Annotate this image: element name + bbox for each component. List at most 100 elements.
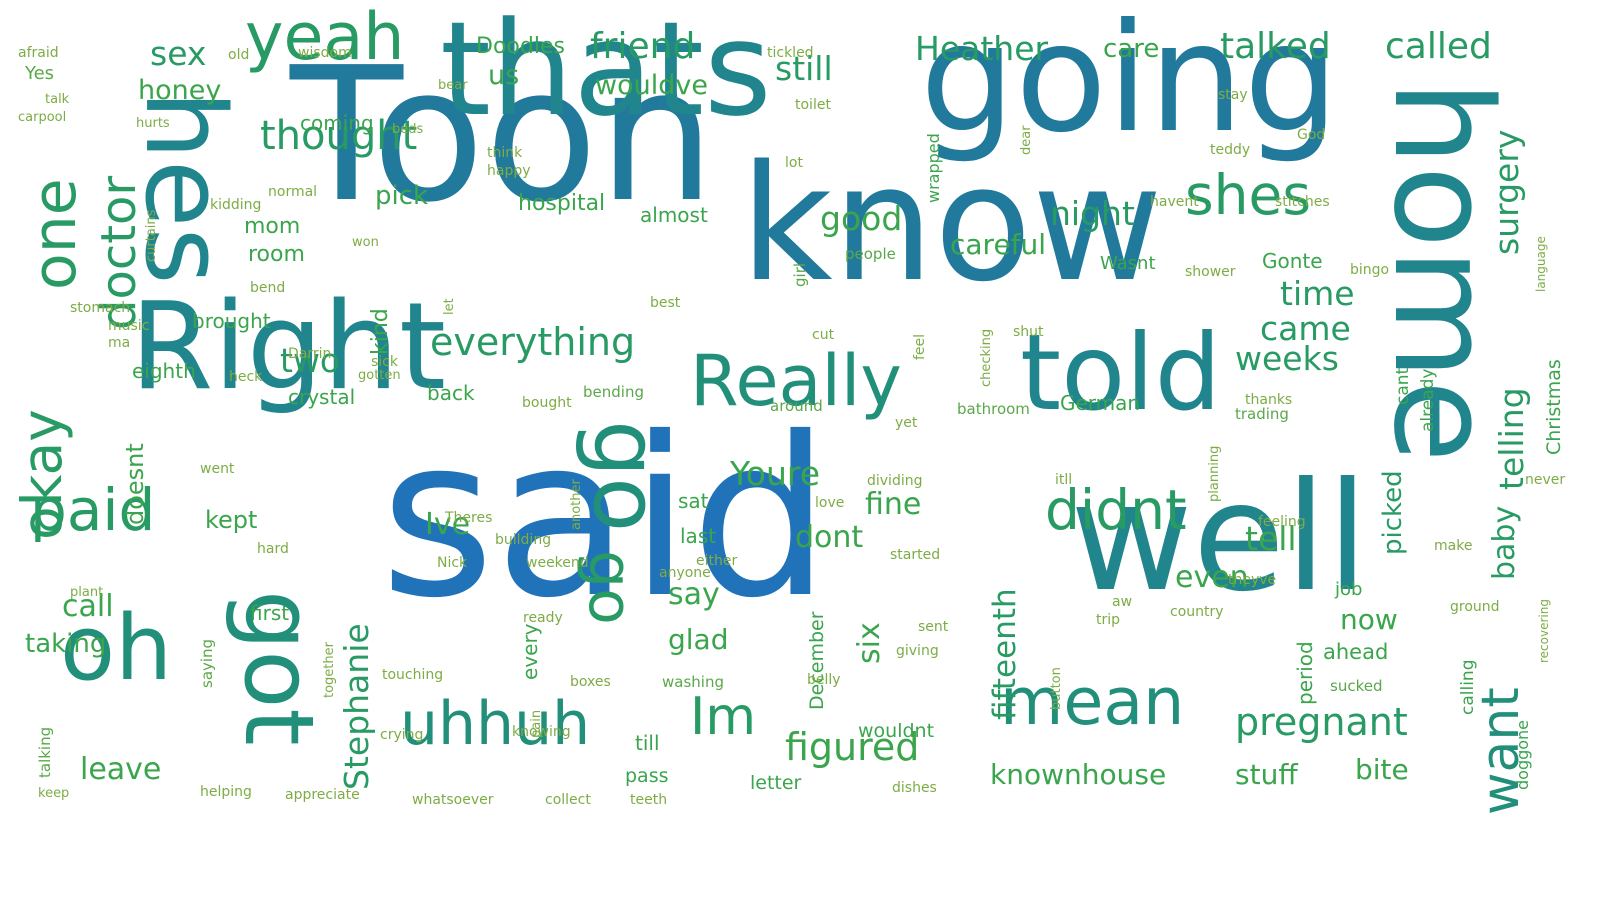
word-wouldnt: wouldnt: [858, 719, 935, 742]
word-normal: normal: [268, 184, 318, 201]
word-collect: collect: [545, 792, 591, 809]
word-plant: plant: [70, 584, 104, 600]
word-good: good: [820, 198, 903, 238]
word-pregnant: pregnant: [1235, 699, 1408, 744]
word-pass: pass: [625, 764, 669, 787]
word-cut: cut: [812, 327, 835, 344]
word-thats: thats: [440, 0, 772, 145]
word-sucked: sucked: [1330, 677, 1383, 696]
word-bear: bear: [438, 77, 468, 93]
word-leave: leave: [80, 751, 162, 787]
word-teeth: teeth: [630, 792, 668, 809]
word-girl: girl: [791, 262, 809, 287]
word-bite: bite: [1355, 753, 1409, 787]
word-dividing: dividing: [867, 473, 923, 490]
word-oh: oh: [60, 595, 173, 701]
word-time: time: [1280, 273, 1355, 313]
word-uhhuh: uhhuh: [400, 689, 591, 759]
word-us: us: [488, 60, 520, 92]
word-kidding: kidding: [210, 197, 262, 214]
word-washing: washing: [662, 673, 724, 692]
word-crystal: crystal: [288, 385, 356, 409]
word-weekend: weekend: [526, 555, 589, 572]
word-feeling: feeling: [1258, 514, 1306, 531]
word-never: never: [1525, 472, 1566, 489]
word-bathroom: bathroom: [957, 400, 1030, 419]
word-job: job: [1335, 578, 1363, 600]
word-stuff: stuff: [1235, 758, 1298, 792]
word-hospital: hospital: [518, 191, 606, 217]
word-ground: ground: [1450, 599, 1500, 616]
word-night: night: [1050, 193, 1135, 233]
word-fifteenth: fifteenth: [987, 588, 1023, 720]
word-doggone: doggone: [1513, 719, 1532, 790]
word-anyone: anyone: [659, 565, 711, 582]
word-theyve: theyve: [1228, 572, 1277, 589]
word-christmas: Christmas: [1543, 359, 1565, 455]
word-doesnt: doesnt: [121, 443, 149, 525]
word-didnt: didnt: [1045, 478, 1187, 543]
word-thought: thought: [260, 113, 418, 159]
word-talk: talk: [45, 91, 70, 107]
word-recovering: recovering: [1537, 599, 1551, 663]
word-building: building: [495, 532, 552, 549]
word-button: button: [1049, 667, 1064, 710]
word-beds: beds: [392, 121, 424, 137]
word-shower: shower: [1185, 264, 1236, 281]
word-room: room: [248, 242, 305, 268]
word-first: first: [250, 601, 290, 625]
word-whatsoever: whatsoever: [412, 792, 494, 809]
word-kept: kept: [205, 505, 258, 534]
word-language: language: [1534, 236, 1548, 292]
word-sent: sent: [918, 619, 949, 636]
word-wisdom: wisdom: [298, 45, 352, 62]
word-yeah: yeah: [245, 0, 405, 75]
word-carpool: carpool: [18, 109, 67, 125]
word-belly: belly: [807, 672, 841, 689]
word-people: people: [845, 245, 896, 264]
word-saying: saying: [198, 638, 216, 688]
word-call: call: [62, 588, 114, 624]
word-think: think: [487, 145, 523, 162]
word-nick: Nick: [437, 555, 468, 572]
word-happy: happy: [487, 163, 531, 180]
word-glad: glad: [668, 623, 729, 657]
word-knowing: knowing: [512, 724, 571, 741]
word-bend: bend: [250, 280, 286, 297]
word-mean: mean: [1000, 664, 1185, 740]
word-really: Really: [690, 339, 902, 422]
word-feel: feel: [912, 333, 928, 360]
word-dishes: dishes: [892, 780, 937, 797]
word-together: together: [322, 642, 337, 698]
word-thanks: thanks: [1245, 392, 1293, 409]
word-wouldve: wouldve: [595, 70, 708, 102]
word-toilet: toilet: [795, 97, 831, 114]
word-ready: ready: [523, 610, 563, 627]
word-say: say: [668, 576, 720, 612]
word-giving: giving: [896, 643, 939, 660]
word-aw: aw: [1112, 594, 1133, 611]
word-touching: touching: [382, 667, 444, 684]
word-crying: crying: [380, 727, 424, 744]
word-heather: Heather: [915, 28, 1049, 68]
word-cant: cant: [1393, 367, 1413, 405]
word-started: started: [890, 547, 941, 564]
word-picked: picked: [1378, 470, 1408, 555]
word-still: still: [775, 48, 833, 88]
word-now: now: [1340, 603, 1398, 637]
word-ive: Ive: [425, 506, 471, 542]
word-came: came: [1260, 308, 1351, 348]
word-keep: keep: [38, 785, 70, 801]
word-bought: bought: [522, 395, 572, 412]
word-sick: sick: [371, 354, 398, 371]
word-every: every: [518, 623, 542, 680]
word-bending: bending: [583, 383, 644, 402]
word-ahead: ahead: [1323, 640, 1389, 665]
word-pick: pick: [375, 180, 429, 211]
word-baby: baby: [1487, 505, 1522, 580]
word-shut: shut: [1013, 324, 1044, 341]
word-im: Im: [690, 686, 756, 747]
word-telling: telling: [1492, 387, 1531, 490]
word-talked: talked: [1220, 26, 1331, 68]
word-called: called: [1385, 26, 1492, 68]
